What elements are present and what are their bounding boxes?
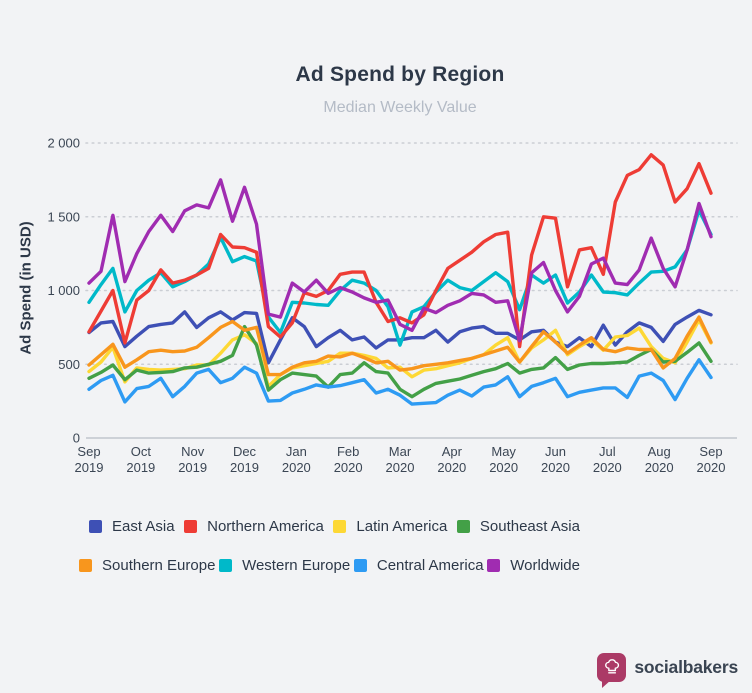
legend-label-worldwide: Worldwide xyxy=(510,557,580,574)
legend-swatch-southern-europe xyxy=(79,559,92,572)
x-tick-year: 2019 xyxy=(126,460,155,475)
y-tick-label: 1 000 xyxy=(47,283,80,298)
x-tick-year: 2020 xyxy=(334,460,363,475)
x-tick-year: 2019 xyxy=(178,460,207,475)
y-tick-label: 2 000 xyxy=(47,136,80,151)
x-tick-month: Feb xyxy=(337,444,359,459)
x-tick-month: Jan xyxy=(286,444,307,459)
x-tick-month: Apr xyxy=(442,444,463,459)
legend-label-east-asia: East Asia xyxy=(112,518,175,535)
x-tick-month: Oct xyxy=(131,444,152,459)
series-line-worldwide[interactable] xyxy=(87,178,713,343)
series-line-northern-america[interactable] xyxy=(87,153,713,349)
x-tick-month: Jul xyxy=(599,444,616,459)
legend-swatch-northern-america xyxy=(184,520,198,533)
chart-title: Ad Spend by Region xyxy=(295,63,505,86)
legend-label-western-europe: Western Europe xyxy=(242,557,351,574)
chart-legend: East Asia Northern America Latin America So… xyxy=(0,514,752,578)
y-tick-label: 500 xyxy=(58,357,80,372)
x-tick-month: May xyxy=(491,444,516,459)
legend-item-latin-america[interactable]: Latin America xyxy=(333,518,447,535)
legend-item-western-europe[interactable]: Western Europe xyxy=(219,557,350,574)
legend-swatch-latin-america xyxy=(333,520,347,533)
legend-swatch-east-asia xyxy=(89,520,102,533)
legend-swatch-worldwide xyxy=(487,559,501,572)
series-line-central-america[interactable] xyxy=(87,358,713,406)
x-tick-year: 2020 xyxy=(697,460,726,475)
x-tick-year: 2020 xyxy=(541,460,570,475)
legend-row-2: Southern Europe Western Europe Central Ame… xyxy=(79,553,580,578)
legend-item-northern-america[interactable]: Northern America xyxy=(184,518,324,535)
x-tick-year: 2019 xyxy=(230,460,259,475)
x-tick-year: 2020 xyxy=(386,460,415,475)
x-tick-month: Mar xyxy=(389,444,412,459)
legend-label-southern-europe: Southern Europe xyxy=(102,557,216,574)
chart-subtitle: Median Weekly Value xyxy=(323,99,477,116)
series-line-southern-europe[interactable] xyxy=(87,315,713,377)
x-tick-month: Nov xyxy=(181,444,205,459)
legend-item-east-asia[interactable]: East Asia xyxy=(89,518,175,535)
x-tick-year: 2020 xyxy=(282,460,311,475)
legend-row-1: East Asia Northern America Latin America So… xyxy=(89,514,580,539)
legend-item-central-america[interactable]: Central America xyxy=(353,557,484,574)
series-line-latin-america[interactable] xyxy=(87,318,713,389)
y-tick-label: 0 xyxy=(73,431,80,446)
logo-text: socialbakers xyxy=(634,657,738,677)
y-tick-label: 1 500 xyxy=(47,209,80,224)
legend-swatch-southeast-asia xyxy=(456,520,470,533)
chef-hat-speech-bubble-icon xyxy=(597,653,627,688)
series-line-southeast-asia[interactable] xyxy=(87,324,713,399)
x-tick-month: Dec xyxy=(233,444,257,459)
legend-label-southeast-asia: Southeast Asia xyxy=(479,518,580,535)
legend-label-central-america: Central America xyxy=(376,557,484,574)
x-tick-month: Sep xyxy=(77,444,100,459)
x-tick-month: Aug xyxy=(648,444,671,459)
legend-label-northern-america: Northern America xyxy=(207,518,324,535)
legend-item-worldwide[interactable]: Worldwide xyxy=(487,557,580,574)
x-tick-year: 2019 xyxy=(75,460,104,475)
legend-item-southeast-asia[interactable]: Southeast Asia xyxy=(456,518,580,535)
x-tick-year: 2020 xyxy=(437,460,466,475)
x-tick-year: 2020 xyxy=(489,460,518,475)
socialbakers-logo[interactable]: socialbakers xyxy=(597,653,738,688)
legend-swatch-western-europe xyxy=(219,559,233,572)
x-tick-year: 2020 xyxy=(645,460,674,475)
legend-swatch-central-america xyxy=(353,559,367,572)
legend-label-latin-america: Latin America xyxy=(356,518,448,535)
x-tick-month: Sep xyxy=(699,444,722,459)
legend-item-southern-europe[interactable]: Southern Europe xyxy=(79,557,215,574)
x-tick-month: Jun xyxy=(545,444,566,459)
x-tick-year: 2020 xyxy=(593,460,622,475)
chef-hat-icon xyxy=(604,659,619,674)
